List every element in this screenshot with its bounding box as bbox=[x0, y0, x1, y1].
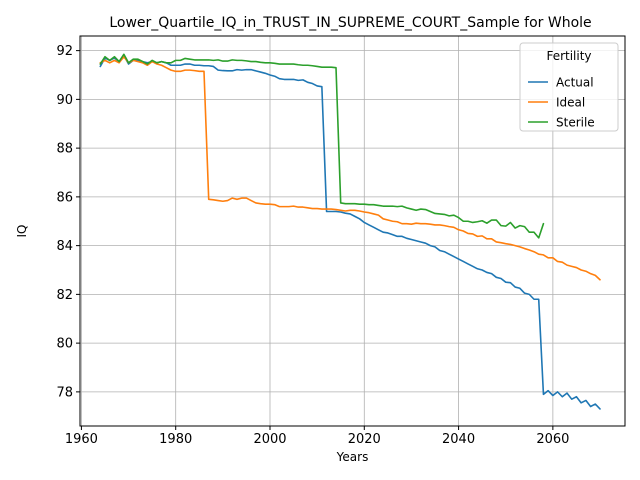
series-line-sterile bbox=[99, 53, 545, 239]
plot-frame bbox=[79, 35, 626, 427]
legend-box bbox=[519, 42, 619, 132]
y-tick-label: 90 bbox=[56, 93, 73, 108]
axis-ticks: 1960 1980 2000 2020 2040 2060 78 80 82 84 86 88 90 92 bbox=[56, 44, 569, 447]
legend: Fertility Actual Ideal Sterile bbox=[519, 42, 619, 132]
y-tick-label: 80 bbox=[56, 337, 73, 352]
y-axis-label: IQ bbox=[15, 225, 29, 238]
x-tick-label: 2040 bbox=[442, 432, 475, 447]
x-axis-label: Years bbox=[336, 450, 369, 464]
x-tick-label: 2020 bbox=[348, 432, 381, 447]
y-tick-label: 88 bbox=[56, 142, 73, 157]
grid bbox=[80, 36, 625, 426]
x-tick-label: 1960 bbox=[65, 432, 98, 447]
y-tick-label: 78 bbox=[56, 385, 73, 400]
y-tick-label: 84 bbox=[56, 239, 73, 254]
legend-entries: Actual Ideal Sterile bbox=[528, 76, 595, 130]
series-line-actual bbox=[99, 54, 601, 410]
series-line-ideal bbox=[99, 55, 601, 281]
legend-label-actual: Actual bbox=[556, 76, 594, 90]
chart-title: Lower_Quartile_IQ_in_TRUST_IN_SUPREME_CO… bbox=[109, 15, 591, 31]
x-tick-label: 2000 bbox=[253, 432, 286, 447]
legend-title: Fertility bbox=[546, 49, 591, 63]
x-tick-label: 1980 bbox=[159, 432, 192, 447]
y-tick-label: 82 bbox=[56, 288, 73, 303]
x-tick-label: 2060 bbox=[536, 432, 569, 447]
legend-label-sterile: Sterile bbox=[556, 116, 595, 130]
y-tick-label: 86 bbox=[56, 190, 73, 205]
series-group bbox=[99, 53, 601, 410]
legend-label-ideal: Ideal bbox=[556, 96, 585, 110]
y-tick-label: 92 bbox=[56, 44, 73, 59]
